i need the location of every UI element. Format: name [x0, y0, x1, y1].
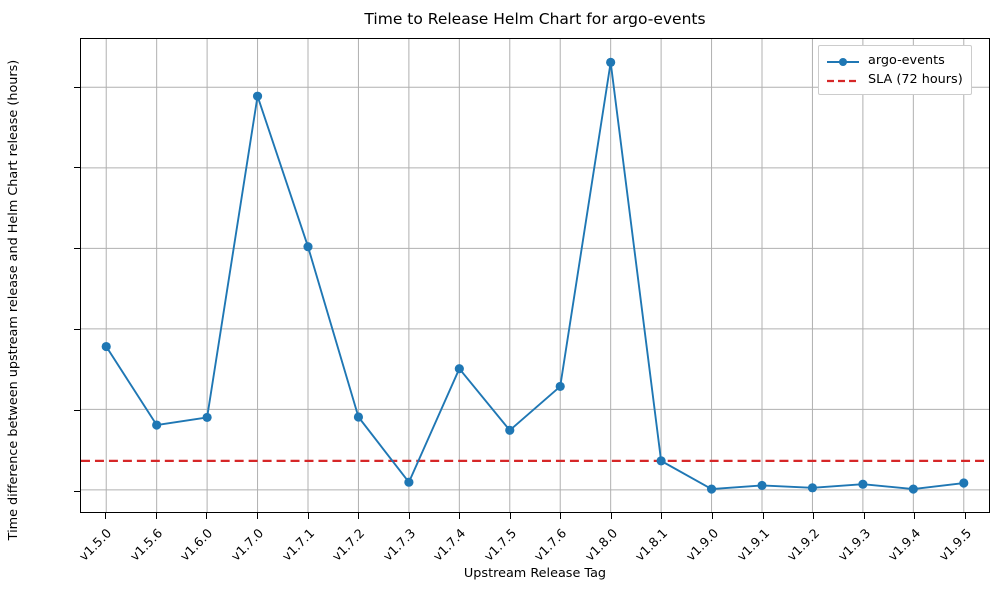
data-point [959, 478, 969, 488]
legend-item-series[interactable]: argo-events [826, 51, 963, 70]
x-tick-mark [459, 513, 461, 519]
data-point [505, 425, 515, 435]
legend-item-threshold[interactable]: SLA (72 hours) [826, 70, 963, 89]
data-point [252, 91, 263, 101]
x-tick-mark [813, 513, 815, 519]
data-point [303, 242, 313, 252]
x-tick-mark [358, 513, 360, 519]
x-tick-mark [155, 513, 157, 519]
y-tick-mark [74, 409, 80, 411]
x-axis-label: Upstream Release Tag [463, 566, 607, 581]
x-tick-mark [610, 513, 612, 519]
chart-legend: argo-events SLA (72 hours) [818, 45, 972, 95]
x-tick-mark [964, 513, 966, 519]
y-tick-mark [74, 248, 80, 250]
data-point [454, 364, 464, 374]
x-tick-mark [307, 513, 309, 519]
y-tick-mark [74, 329, 80, 331]
legend-label-threshold: SLA (72 hours) [868, 72, 963, 87]
data-point [606, 57, 616, 67]
data-point [858, 479, 868, 489]
data-series-layer [81, 57, 989, 494]
data-point [706, 484, 717, 494]
x-tick-mark [509, 513, 511, 519]
x-tick-mark [863, 513, 865, 519]
data-point [404, 477, 414, 487]
data-point [807, 483, 818, 493]
data-point [908, 484, 918, 494]
x-tick-mark [711, 513, 713, 519]
legend-dashed-line-icon [826, 73, 860, 87]
data-point [152, 420, 162, 430]
data-point [353, 412, 364, 422]
y-tick-mark [74, 490, 80, 492]
x-tick-mark [256, 513, 258, 519]
data-point [202, 412, 212, 422]
x-tick-mark [105, 513, 107, 519]
chart-title: Time to Release Helm Chart for argo-even… [364, 10, 706, 28]
gridlines [81, 39, 989, 512]
data-point [101, 341, 111, 352]
data-point [656, 456, 666, 466]
x-tick-mark [661, 513, 663, 519]
y-tick-mark [74, 86, 80, 88]
legend-line-marker-icon [826, 54, 860, 68]
x-tick-mark [560, 513, 562, 519]
data-point [555, 381, 565, 391]
x-tick-mark [408, 513, 410, 519]
x-tick-mark [206, 513, 208, 519]
plot-area [80, 38, 990, 513]
legend-label-series: argo-events [868, 53, 945, 68]
data-point [757, 480, 767, 491]
y-tick-mark [74, 167, 80, 169]
x-tick-mark [914, 513, 916, 519]
x-tick-mark [762, 513, 764, 519]
